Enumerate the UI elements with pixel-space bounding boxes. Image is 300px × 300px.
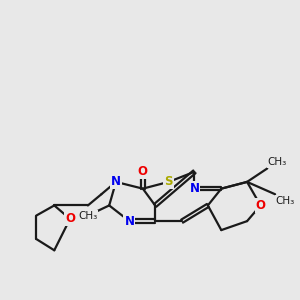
Text: N: N <box>111 176 121 188</box>
Text: CH₃: CH₃ <box>78 211 98 220</box>
Text: N: N <box>189 182 200 195</box>
Text: N: N <box>124 214 134 228</box>
Text: O: O <box>65 212 75 225</box>
Text: O: O <box>138 165 148 178</box>
Text: CH₃: CH₃ <box>267 157 286 167</box>
Text: O: O <box>256 199 266 212</box>
Text: CH₃: CH₃ <box>275 196 294 206</box>
Text: S: S <box>164 176 173 188</box>
